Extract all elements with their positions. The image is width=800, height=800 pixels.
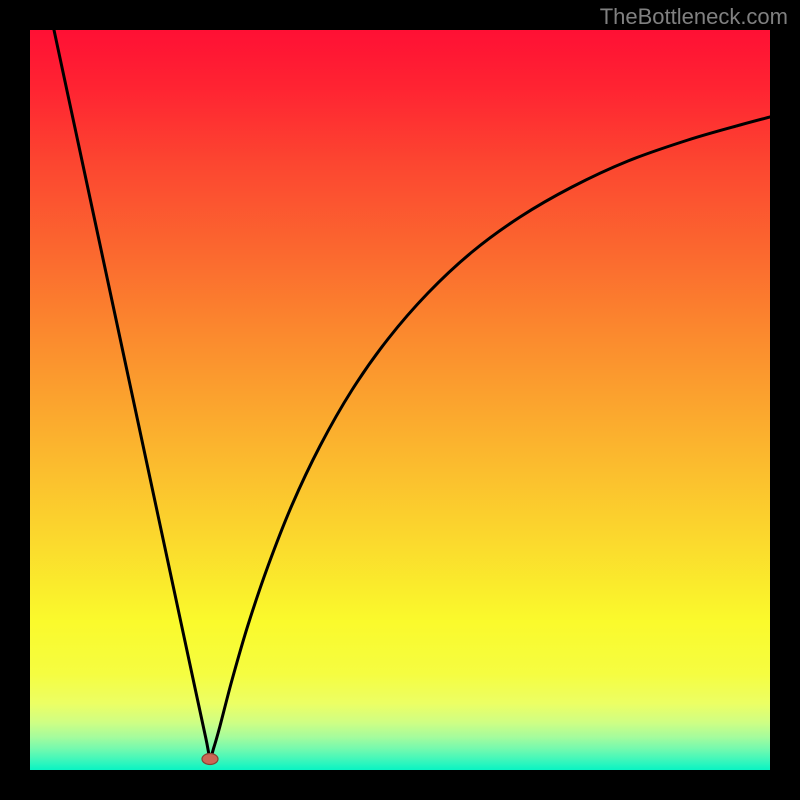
bottleneck-chart: TheBottleneck.com [0,0,800,800]
minimum-marker [202,754,218,765]
chart-plot-area [30,30,770,770]
watermark-text: TheBottleneck.com [600,4,788,29]
chart-container: TheBottleneck.com [0,0,800,800]
